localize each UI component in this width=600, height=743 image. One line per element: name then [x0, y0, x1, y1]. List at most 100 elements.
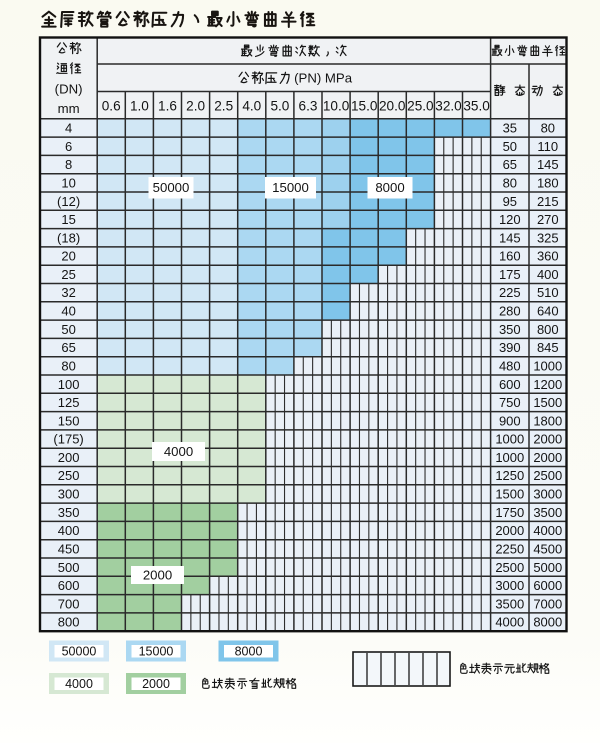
svg-text:4.0: 4.0 [242, 98, 261, 113]
svg-text:280: 280 [499, 304, 521, 319]
svg-text:120: 120 [499, 212, 521, 227]
svg-text:35: 35 [503, 121, 517, 136]
svg-text:95: 95 [503, 194, 517, 209]
svg-text:8000: 8000 [533, 615, 562, 630]
svg-text:7000: 7000 [533, 596, 562, 611]
svg-text:8000: 8000 [375, 180, 404, 195]
svg-text:390: 390 [499, 340, 521, 355]
svg-text:450: 450 [58, 542, 80, 557]
svg-text:50000: 50000 [62, 645, 97, 659]
svg-text:2000: 2000 [533, 450, 562, 465]
svg-text:15000: 15000 [272, 180, 309, 195]
svg-text:(12): (12) [57, 194, 80, 209]
svg-text:2500: 2500 [533, 468, 562, 483]
svg-text:145: 145 [499, 230, 521, 245]
svg-text:215: 215 [537, 194, 559, 209]
svg-text:3500: 3500 [495, 596, 524, 611]
svg-text:3000: 3000 [533, 487, 562, 502]
svg-text:1000: 1000 [533, 358, 562, 373]
svg-text:mm: mm [58, 101, 80, 116]
svg-text:1250: 1250 [495, 468, 524, 483]
svg-text:510: 510 [537, 285, 559, 300]
svg-text:225: 225 [499, 285, 521, 300]
svg-text:150: 150 [58, 413, 80, 428]
svg-text:4000: 4000 [164, 444, 193, 459]
svg-text:2000: 2000 [533, 432, 562, 447]
svg-text:1000: 1000 [495, 450, 524, 465]
svg-text:2000: 2000 [143, 567, 172, 582]
svg-text:750: 750 [499, 395, 521, 410]
svg-text:110: 110 [537, 139, 558, 154]
svg-text:65: 65 [61, 340, 75, 355]
svg-text:800: 800 [537, 322, 559, 337]
svg-text:20.0: 20.0 [379, 98, 406, 113]
svg-text:1200: 1200 [533, 377, 562, 392]
svg-text:50000: 50000 [153, 180, 190, 195]
svg-text:25.0: 25.0 [407, 98, 434, 113]
svg-text:1000: 1000 [495, 432, 524, 447]
svg-text:400: 400 [537, 267, 559, 282]
svg-text:2000: 2000 [495, 523, 524, 538]
svg-text:32: 32 [61, 285, 75, 300]
svg-text:1750: 1750 [495, 505, 524, 520]
svg-text:(PN) MPa: (PN) MPa [294, 71, 353, 86]
svg-text:6000: 6000 [533, 578, 562, 593]
svg-text:5.0: 5.0 [270, 98, 289, 113]
svg-text:4000: 4000 [495, 615, 524, 630]
svg-text:2500: 2500 [495, 560, 524, 575]
svg-text:10.0: 10.0 [323, 98, 350, 113]
svg-text:2.5: 2.5 [214, 98, 233, 113]
svg-text:4000: 4000 [533, 523, 562, 538]
svg-text:20: 20 [61, 249, 75, 264]
svg-text:180: 180 [537, 175, 559, 190]
svg-text:3000: 3000 [495, 578, 524, 593]
svg-text:1500: 1500 [495, 487, 524, 502]
svg-text:4: 4 [65, 121, 72, 136]
svg-text:6: 6 [65, 139, 72, 154]
svg-text:65: 65 [503, 157, 517, 172]
svg-text:(DN): (DN) [55, 82, 83, 97]
svg-text:160: 160 [499, 249, 521, 264]
svg-text:600: 600 [58, 578, 80, 593]
svg-text:350: 350 [499, 322, 521, 337]
svg-text:50: 50 [61, 322, 75, 337]
svg-text:480: 480 [499, 358, 521, 373]
svg-text:8000: 8000 [235, 645, 263, 659]
svg-text:40: 40 [61, 304, 75, 319]
svg-text:640: 640 [537, 304, 559, 319]
svg-text:80: 80 [503, 175, 517, 190]
svg-text:15.0: 15.0 [351, 98, 378, 113]
svg-text:15: 15 [61, 212, 75, 227]
svg-text:270: 270 [537, 212, 559, 227]
svg-text:(175): (175) [53, 432, 83, 447]
svg-text:4500: 4500 [533, 542, 562, 557]
svg-text:8: 8 [65, 157, 72, 172]
svg-text:400: 400 [58, 523, 80, 538]
svg-text:5000: 5000 [533, 560, 562, 575]
svg-text:900: 900 [499, 413, 521, 428]
svg-text:325: 325 [537, 230, 559, 245]
svg-text:6.3: 6.3 [299, 98, 318, 113]
svg-text:0.6: 0.6 [102, 98, 121, 113]
svg-text:200: 200 [58, 450, 80, 465]
svg-text:32.0: 32.0 [435, 98, 462, 113]
svg-text:50: 50 [503, 139, 517, 154]
svg-text:15000: 15000 [139, 645, 174, 659]
svg-text:1500: 1500 [533, 395, 562, 410]
svg-text:1.0: 1.0 [130, 98, 149, 113]
svg-text:175: 175 [499, 267, 521, 282]
svg-text:145: 145 [537, 157, 559, 172]
svg-text:25: 25 [61, 267, 75, 282]
svg-text:1.6: 1.6 [158, 98, 177, 113]
svg-text:2.0: 2.0 [186, 98, 205, 113]
svg-text:125: 125 [58, 395, 80, 410]
svg-text:500: 500 [58, 560, 80, 575]
svg-text:1800: 1800 [533, 413, 562, 428]
svg-text:35.0: 35.0 [463, 98, 490, 113]
svg-text:10: 10 [61, 175, 75, 190]
svg-text:250: 250 [58, 468, 80, 483]
svg-text:700: 700 [58, 596, 80, 611]
svg-text:845: 845 [537, 340, 559, 355]
svg-text:350: 350 [58, 505, 80, 520]
svg-text:300: 300 [58, 487, 80, 502]
